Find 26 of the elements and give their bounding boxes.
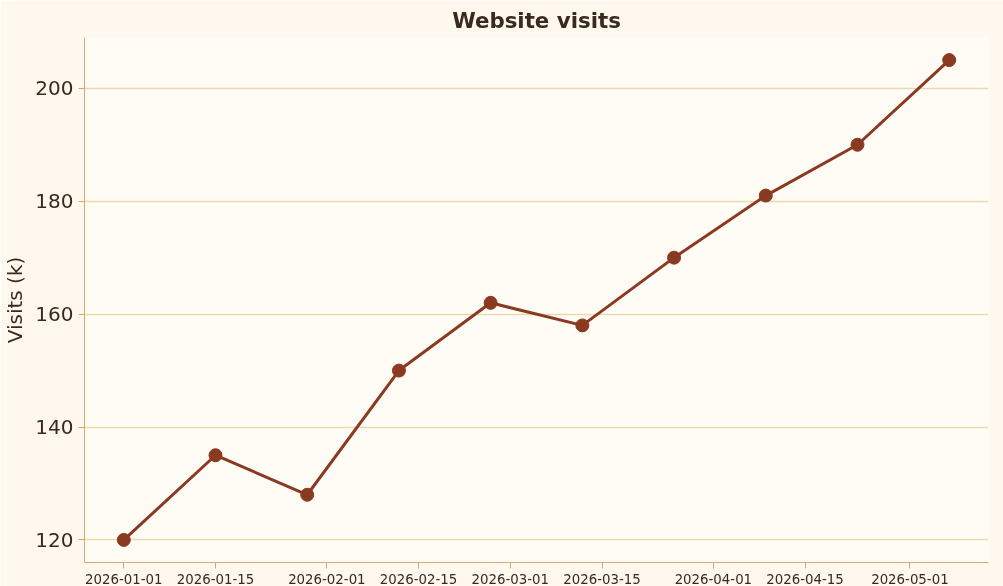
y-tick-label: 120 (35, 527, 74, 552)
point (483, 295, 498, 310)
point (942, 53, 957, 68)
y-tick-label: 180 (35, 189, 74, 214)
x-tick-label: 2026-04-01 (674, 571, 753, 586)
point (116, 532, 131, 547)
x-tick-label: 2026-03-01 (471, 571, 550, 586)
y-tick-label: 140 (35, 415, 74, 440)
point (758, 188, 773, 203)
point (208, 448, 223, 463)
x-tick-label: 2026-02-15 (379, 571, 458, 586)
point (391, 363, 406, 378)
x-tick-label: 2026-01-01 (85, 571, 163, 586)
y-axis-title: Visits (k) (3, 256, 28, 344)
point (575, 318, 590, 333)
point (300, 487, 315, 502)
x-tick-label: 2026-05-01 (871, 571, 949, 586)
point (667, 250, 682, 265)
x-tick-label: 2026-01-15 (176, 571, 255, 586)
chart-title: Website visits (452, 7, 621, 33)
x-tick-label: 2026-02-01 (288, 571, 366, 586)
x-tick-label: 2026-03-15 (563, 571, 641, 586)
x-tick-label: 2026-04-15 (766, 571, 844, 586)
point (850, 137, 865, 152)
y-tick-label: 200 (35, 76, 74, 101)
y-tick-label: 160 (35, 302, 74, 327)
